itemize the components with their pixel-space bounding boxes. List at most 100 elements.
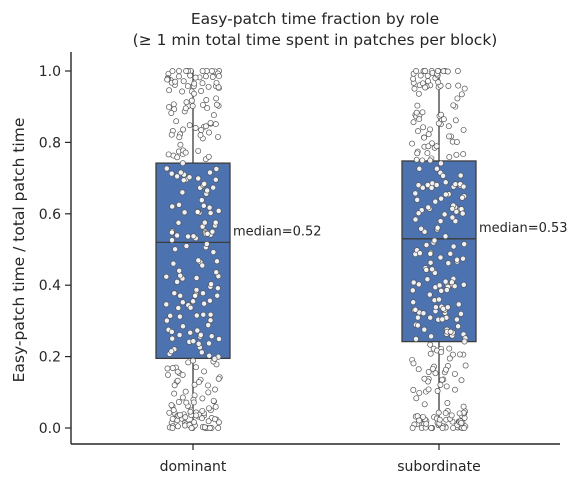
data-point [442, 366, 449, 373]
data-point [190, 233, 197, 240]
data-point [416, 250, 423, 257]
data-point [437, 254, 444, 261]
data-point [425, 204, 432, 211]
data-point [215, 133, 221, 140]
data-point [182, 149, 189, 156]
data-point [413, 336, 419, 342]
data-point [200, 311, 207, 318]
data-point [433, 182, 440, 188]
data-point [188, 425, 195, 431]
data-point [189, 103, 196, 109]
data-point [454, 68, 461, 74]
data-point [445, 260, 452, 267]
data-point [434, 388, 441, 394]
data-point [163, 301, 170, 308]
data-point [205, 83, 212, 90]
data-point [425, 78, 431, 85]
chart-title-line-2: (≥ 1 min total time spent in patches per… [133, 31, 498, 49]
data-point [169, 365, 176, 371]
y-tick-label: 0.2 [39, 350, 61, 366]
data-point [441, 211, 448, 218]
data-point [436, 296, 442, 303]
data-point [201, 368, 208, 375]
data-point [210, 112, 217, 119]
data-point [440, 172, 447, 179]
data-point [421, 134, 428, 141]
data-point [185, 359, 192, 366]
data-point [210, 397, 217, 404]
data-point [176, 267, 183, 274]
data-point [453, 139, 460, 145]
data-point [433, 165, 440, 172]
data-point [194, 209, 201, 215]
data-point [455, 323, 462, 330]
data-point [437, 218, 444, 225]
data-point [199, 407, 206, 414]
data-point [180, 126, 187, 133]
data-point [183, 99, 190, 106]
data-point [457, 172, 464, 179]
data-point [169, 425, 176, 431]
data-point [425, 369, 432, 375]
data-point [460, 183, 467, 190]
data-point [419, 157, 426, 164]
data-point [429, 266, 436, 273]
data-point [183, 399, 190, 406]
data-point [461, 338, 468, 345]
data-point [208, 333, 215, 340]
data-point [201, 300, 208, 307]
data-point [427, 350, 434, 357]
data-point [436, 416, 443, 423]
data-point [208, 281, 215, 288]
data-point [427, 250, 434, 257]
data-point [446, 154, 453, 161]
data-point [436, 282, 443, 289]
data-point [415, 182, 422, 189]
y-axis-label: Easy-patch time / total patch time [10, 118, 28, 383]
data-point [206, 352, 213, 359]
y-tick-label: 0.0 [39, 421, 61, 437]
data-point [197, 132, 204, 139]
data-point [180, 323, 186, 330]
data-point [445, 123, 452, 130]
data-point [174, 377, 181, 384]
data-point [423, 420, 430, 427]
data-point [168, 402, 175, 409]
data-point [201, 424, 208, 431]
data-point [449, 214, 456, 221]
data-point [198, 415, 205, 422]
data-point [455, 301, 462, 308]
data-point [427, 126, 434, 133]
data-point [434, 224, 441, 231]
data-point [416, 389, 423, 396]
data-point [432, 198, 439, 205]
data-point [444, 304, 451, 311]
data-point [182, 105, 189, 112]
data-point [448, 279, 455, 286]
data-point [413, 395, 420, 402]
data-point [410, 299, 417, 306]
data-point [212, 386, 218, 393]
data-point [454, 256, 460, 263]
data-point [447, 328, 454, 335]
data-point [168, 328, 175, 335]
data-point [458, 91, 465, 98]
data-point [213, 101, 220, 108]
data-point [199, 68, 206, 74]
data-point [204, 105, 211, 112]
data-point [442, 179, 449, 186]
data-point [432, 304, 439, 311]
data-point [208, 68, 215, 74]
data-point [438, 349, 445, 356]
data-point [191, 90, 197, 97]
data-point [416, 165, 423, 172]
data-point [452, 181, 459, 188]
data-point [413, 109, 420, 116]
data-point [195, 147, 202, 154]
data-point [177, 411, 184, 418]
data-point [212, 219, 219, 226]
data-point [213, 79, 220, 86]
data-point [204, 187, 211, 194]
data-point [167, 312, 174, 319]
data-point [212, 403, 219, 410]
